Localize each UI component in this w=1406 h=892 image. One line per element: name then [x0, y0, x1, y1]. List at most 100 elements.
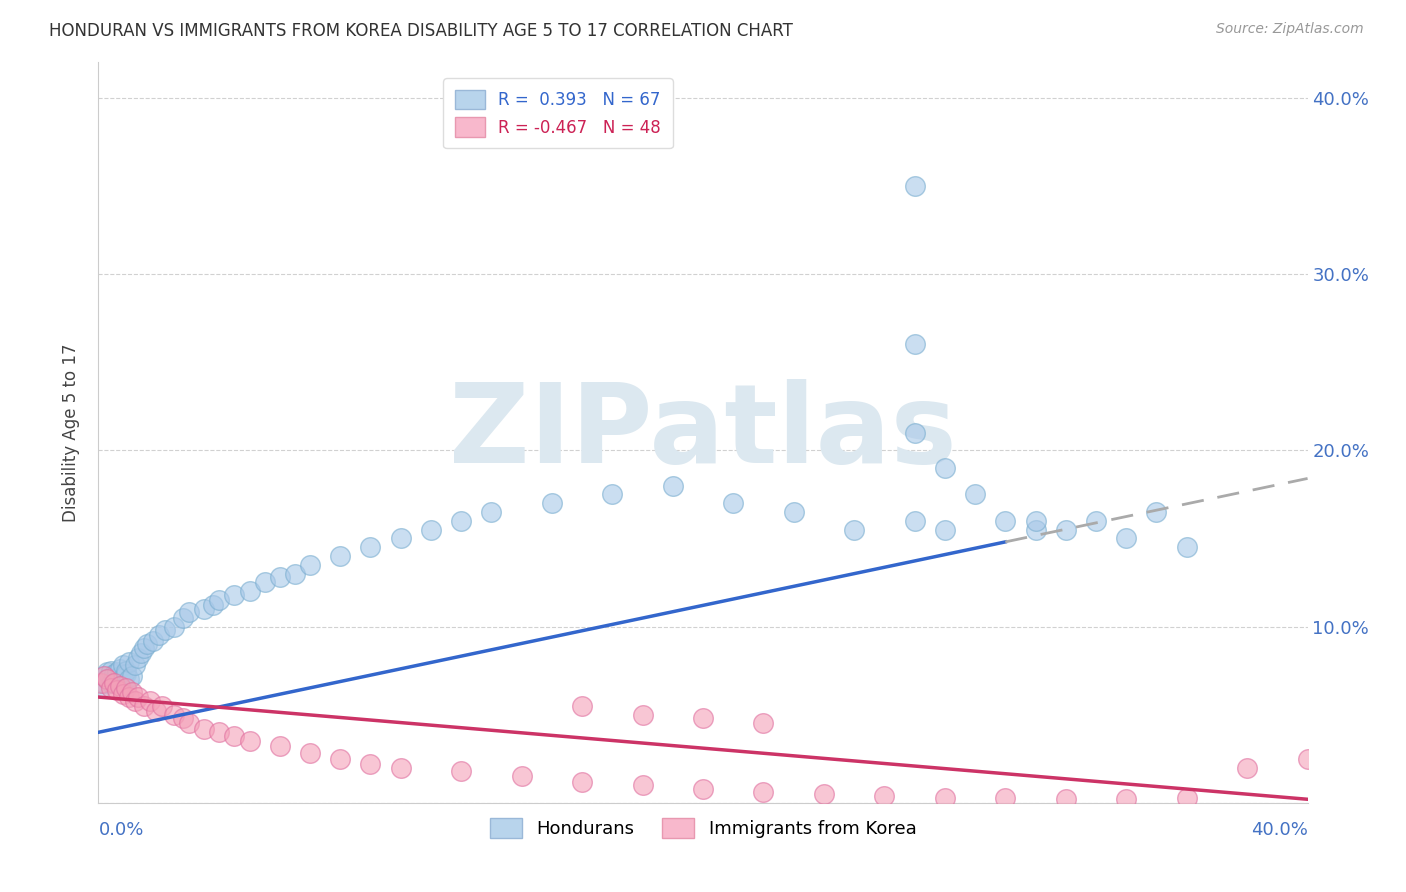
- Point: [253, 575, 276, 590]
- Point: [844, 523, 866, 537]
- Point: [1115, 792, 1137, 806]
- Point: [150, 698, 173, 713]
- Text: 0.0%: 0.0%: [98, 822, 143, 839]
- Point: [904, 514, 927, 528]
- Point: [132, 640, 155, 655]
- Point: [284, 566, 307, 581]
- Point: [153, 623, 176, 637]
- Point: [96, 673, 118, 687]
- Point: [965, 487, 987, 501]
- Point: [360, 540, 382, 554]
- Point: [904, 337, 927, 351]
- Text: HONDURAN VS IMMIGRANTS FROM KOREA DISABILITY AGE 5 TO 17 CORRELATION CHART: HONDURAN VS IMMIGRANTS FROM KOREA DISABI…: [49, 22, 793, 40]
- Point: [1175, 540, 1198, 554]
- Point: [108, 662, 131, 676]
- Point: [481, 505, 503, 519]
- Point: [124, 658, 146, 673]
- Point: [139, 693, 162, 707]
- Point: [103, 676, 125, 690]
- Point: [389, 532, 412, 546]
- Legend: Hondurans, Immigrants from Korea: Hondurans, Immigrants from Korea: [482, 810, 924, 846]
- Point: [692, 711, 714, 725]
- Point: [142, 633, 165, 648]
- Point: [96, 665, 118, 680]
- Point: [127, 651, 149, 665]
- Point: [129, 646, 152, 660]
- Point: [132, 698, 155, 713]
- Point: [299, 747, 322, 761]
- Point: [103, 667, 125, 681]
- Point: [105, 665, 128, 680]
- Point: [752, 716, 775, 731]
- Point: [934, 461, 956, 475]
- Point: [121, 669, 143, 683]
- Point: [239, 584, 262, 599]
- Point: [135, 637, 157, 651]
- Point: [148, 628, 170, 642]
- Point: [108, 680, 131, 694]
- Point: [239, 734, 262, 748]
- Point: [571, 774, 593, 789]
- Point: [118, 655, 141, 669]
- Point: [510, 769, 533, 783]
- Point: [329, 549, 352, 563]
- Point: [193, 602, 215, 616]
- Point: [96, 673, 118, 687]
- Point: [202, 599, 225, 613]
- Point: [124, 693, 146, 707]
- Point: [224, 588, 246, 602]
- Point: [873, 789, 896, 803]
- Point: [1085, 514, 1108, 528]
- Point: [269, 570, 291, 584]
- Point: [172, 711, 194, 725]
- Point: [118, 690, 141, 704]
- Point: [105, 674, 128, 689]
- Point: [1175, 790, 1198, 805]
- Text: Source: ZipAtlas.com: Source: ZipAtlas.com: [1216, 22, 1364, 37]
- Point: [121, 685, 143, 699]
- Point: [1024, 523, 1046, 537]
- Point: [105, 683, 128, 698]
- Point: [631, 778, 654, 792]
- Point: [329, 752, 352, 766]
- Point: [450, 764, 472, 778]
- Point: [783, 505, 806, 519]
- Point: [661, 478, 683, 492]
- Point: [179, 606, 201, 620]
- Point: [179, 716, 201, 731]
- Point: [571, 698, 593, 713]
- Point: [1236, 760, 1258, 774]
- Point: [103, 673, 125, 687]
- Point: [208, 725, 231, 739]
- Point: [108, 669, 131, 683]
- Point: [224, 729, 246, 743]
- Point: [172, 610, 194, 624]
- Point: [1115, 532, 1137, 546]
- Point: [208, 593, 231, 607]
- Text: 40.0%: 40.0%: [1251, 822, 1308, 839]
- Point: [100, 676, 122, 690]
- Point: [114, 681, 136, 696]
- Point: [145, 704, 167, 718]
- Point: [420, 523, 443, 537]
- Text: ZIPatlas: ZIPatlas: [449, 379, 957, 486]
- Point: [360, 757, 382, 772]
- Point: [163, 707, 186, 722]
- Point: [127, 690, 149, 704]
- Point: [114, 667, 136, 681]
- Point: [93, 676, 115, 690]
- Point: [100, 664, 122, 678]
- Point: [193, 722, 215, 736]
- Point: [692, 781, 714, 796]
- Point: [1054, 523, 1077, 537]
- Point: [934, 523, 956, 537]
- Point: [114, 664, 136, 678]
- Point: [111, 686, 134, 700]
- Point: [813, 787, 835, 801]
- Point: [93, 669, 115, 683]
- Point: [602, 487, 624, 501]
- Point: [389, 760, 412, 774]
- Point: [100, 681, 122, 696]
- Point: [90, 681, 112, 696]
- Point: [111, 671, 134, 685]
